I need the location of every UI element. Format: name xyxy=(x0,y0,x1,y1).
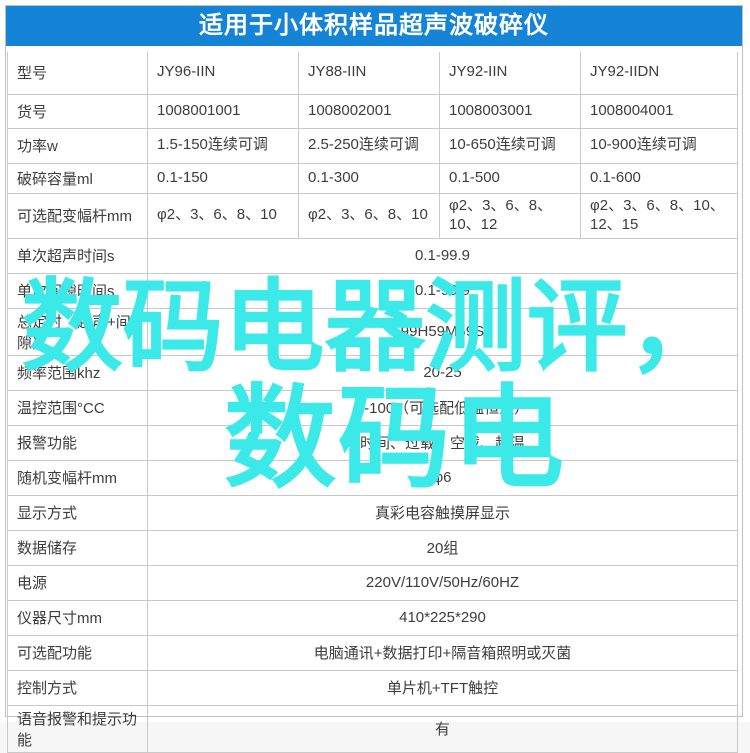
row-merged-cell: 220V/110V/50Hz/60HZ xyxy=(147,564,738,601)
row-cell: 1008003001 xyxy=(439,93,581,129)
row-label: 频率范围khz xyxy=(7,354,148,391)
row-cell: 1008001001 xyxy=(147,93,299,129)
row-merged-cell: 电脑通讯+数据打印+隔音箱照明或灭菌 xyxy=(147,634,738,671)
row-label: 显示方式 xyxy=(7,494,148,531)
row-label: 报警功能 xyxy=(7,424,148,461)
row-merged-cell: 410*225*290 xyxy=(147,599,738,636)
row-cell: 1008002001 xyxy=(298,93,440,129)
row-cell: 10-900连续可调 xyxy=(580,127,738,164)
table-row: 货号 1008001001 1008002001 1008003001 10080040… xyxy=(7,93,738,129)
spec-table-container: 适用于小体积样品超声波破碎仪 型号 JY96-IIN JY88-IIN JY92-II… xyxy=(5,5,743,753)
row-cell: JY88-IIN xyxy=(298,52,440,95)
table-row: 显示方式 真彩电容触摸屏显示 xyxy=(7,494,738,531)
row-label: 温控范围°CC xyxy=(7,389,148,426)
row-cell: φ2、3、6、8、10、12 xyxy=(439,192,581,239)
row-label: 随机变幅杆mm xyxy=(7,459,148,496)
row-cell: φ2、3、6、8、10 xyxy=(298,192,440,239)
table-row: 电源 220V/110V/50Hz/60HZ xyxy=(7,564,738,601)
row-merged-cell: 单片机+TFT触控 xyxy=(147,669,738,706)
row-cell: 0.1-600 xyxy=(580,162,738,194)
row-cell: 1008004001 xyxy=(580,93,738,129)
table-row: 破碎容量ml 0.1-150 0.1-300 0.1-500 0.1-600 xyxy=(7,162,738,194)
row-merged-cell: 时间、过载、空载、超温 xyxy=(147,424,738,461)
table-row: 功率w 1.5-150连续可调 2.5-250连续可调 10-650连续可调 10-90… xyxy=(7,127,738,164)
table-row: 单次间隙时间s 0.1-99.9 xyxy=(7,272,738,309)
row-merged-cell: 有 xyxy=(147,704,738,753)
row-label: 功率w xyxy=(7,127,148,164)
table-row: 仪器尺寸mm 410*225*290 xyxy=(7,599,738,636)
table-row: 报警功能 时间、过载、空载、超温 xyxy=(7,424,738,461)
table-row: 随机变幅杆mm φ6 xyxy=(7,459,738,496)
row-cell: 1.5-150连续可调 xyxy=(147,127,299,164)
row-label: 仪器尺寸mm xyxy=(7,599,148,636)
row-label: 总定时（超声+间隙） xyxy=(7,307,148,356)
row-label: 单次超声时间s xyxy=(7,237,148,274)
row-cell: φ2、3、6、8、10、12、15 xyxy=(580,192,738,239)
row-label: 数据储存 xyxy=(7,529,148,566)
table-title: 适用于小体积样品超声波破碎仪 xyxy=(6,6,742,46)
row-merged-cell: 99H59M59S xyxy=(147,307,738,356)
table-row: 型号 JY96-IIN JY88-IIN JY92-IIN JY92-IIDN xyxy=(7,52,738,95)
row-label: 电源 xyxy=(7,564,148,601)
row-cell: JY92-IIN xyxy=(439,52,581,95)
row-label: 货号 xyxy=(7,93,148,129)
row-cell: JY92-IIDN xyxy=(580,52,738,95)
row-label: 破碎容量ml xyxy=(7,162,148,194)
table-row: 可选配功能 电脑通讯+数据打印+隔音箱照明或灭菌 xyxy=(7,634,738,671)
row-label: 控制方式 xyxy=(7,669,148,706)
row-cell: 0.1-300 xyxy=(298,162,440,194)
table-row: 单次超声时间s 0.1-99.9 xyxy=(7,237,738,274)
table-row: 总定时（超声+间隙） 99H59M59S xyxy=(7,307,738,356)
row-merged-cell: φ6 xyxy=(147,459,738,496)
row-merged-cell: 20-25 xyxy=(147,354,738,391)
table-row: 频率范围khz 20-25 xyxy=(7,354,738,391)
table-row: 数据储存 20组 xyxy=(7,529,738,566)
table-row: 控制方式 单片机+TFT触控 xyxy=(7,669,738,706)
row-cell: 10-650连续可调 xyxy=(439,127,581,164)
row-cell: 0.1-500 xyxy=(439,162,581,194)
row-merged-cell: 20组 xyxy=(147,529,738,566)
row-label: 语音报警和提示功能 xyxy=(7,704,148,753)
row-cell: JY96-IIN xyxy=(147,52,299,95)
row-merged-cell: 0.1-99.9 xyxy=(147,237,738,274)
row-cell: φ2、3、6、8、10 xyxy=(147,192,299,239)
row-label: 单次间隙时间s xyxy=(7,272,148,309)
row-merged-cell: 0-100（可选配低温恒温） xyxy=(147,389,738,426)
row-label: 可选配功能 xyxy=(7,634,148,671)
row-label: 型号 xyxy=(7,52,148,95)
row-merged-cell: 真彩电容触摸屏显示 xyxy=(147,494,738,531)
row-label: 可选配变幅杆mm xyxy=(7,192,148,239)
table-row: 温控范围°CC 0-100（可选配低温恒温） xyxy=(7,389,738,426)
spec-table: 型号 JY96-IIN JY88-IIN JY92-IIN JY92-IIDN 货号 100… xyxy=(7,52,738,753)
row-cell: 0.1-150 xyxy=(147,162,299,194)
table-row: 可选配变幅杆mm φ2、3、6、8、10 φ2、3、6、8、10 φ2、3、6、8、1… xyxy=(7,192,738,239)
row-merged-cell: 0.1-99.9 xyxy=(147,272,738,309)
page: 适用于小体积样品超声波破碎仪 型号 JY96-IIN JY88-IIN JY92-II… xyxy=(5,5,743,753)
row-cell: 2.5-250连续可调 xyxy=(298,127,440,164)
table-row: 语音报警和提示功能有 xyxy=(7,704,738,753)
